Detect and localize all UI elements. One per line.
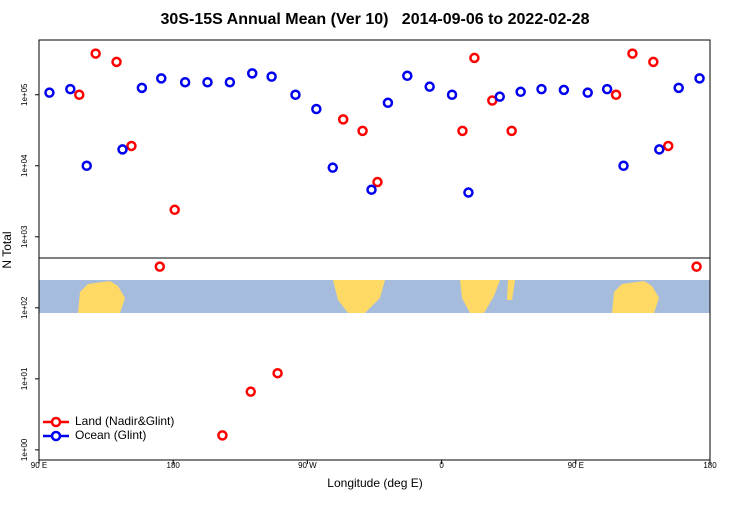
y-tick-label: 1e+02 [20,296,29,319]
legend-label: Ocean (Glint) [75,428,146,442]
point [311,103,322,115]
y-tick-label: 1e+04 [20,154,29,177]
point [673,82,684,94]
legend-label: Land (Nadir&Glint) [75,414,174,428]
point [224,76,236,88]
x-tick-label: 90 E [568,461,584,470]
point [457,125,468,137]
point [126,140,137,152]
point [463,187,474,198]
legend-marker [50,430,62,442]
point [515,86,526,98]
point [111,56,122,68]
point [117,144,128,155]
point [691,261,702,272]
x-tick-label: 90 E [31,461,47,470]
point [81,160,92,172]
point [618,160,629,172]
point [627,48,638,59]
point [601,83,613,95]
point [446,89,458,100]
y-tick-label: 1e+01 [20,367,29,390]
point [382,97,394,109]
point [154,261,166,272]
point [44,87,55,98]
point [156,73,167,84]
point [337,114,349,125]
point [582,87,593,98]
point [366,184,377,195]
point [506,125,517,137]
point [179,76,191,88]
point [494,91,506,102]
point [169,204,180,216]
point [272,367,283,379]
chart-title: 30S-15S Annual Mean (Ver 10) 2014-09-06 … [161,11,590,28]
y-tick-label: 1e+03 [20,225,29,248]
x-tick-label: 90 W [298,461,317,470]
plot-frame [38,39,711,461]
x-tick-label: 0 [439,461,444,470]
point [65,83,76,95]
point [202,76,213,88]
point [558,84,570,96]
y-axis-label: N Total [0,231,14,268]
point [424,81,435,92]
point [372,176,383,188]
y-tick-label: 1e+05 [20,83,29,106]
y-tick-label: 1e+00 [20,438,29,461]
point [290,89,301,100]
point [217,430,228,441]
point [402,70,413,82]
point [654,144,665,155]
point [136,82,148,94]
point [662,140,674,152]
legend-marker [50,416,62,428]
point [536,83,547,95]
point [246,68,258,79]
map-strip [39,280,710,313]
point [245,386,256,397]
point [469,52,480,64]
point [266,71,277,82]
x-tick-label: 180 [167,461,181,470]
point [327,162,338,173]
point [694,73,705,84]
x-tick-label: 180 [703,461,717,470]
x-axis-label: Longitude (deg E) [327,476,422,490]
point [74,89,85,100]
point [357,125,368,137]
point [610,89,622,100]
point [90,48,101,59]
point [648,56,659,68]
